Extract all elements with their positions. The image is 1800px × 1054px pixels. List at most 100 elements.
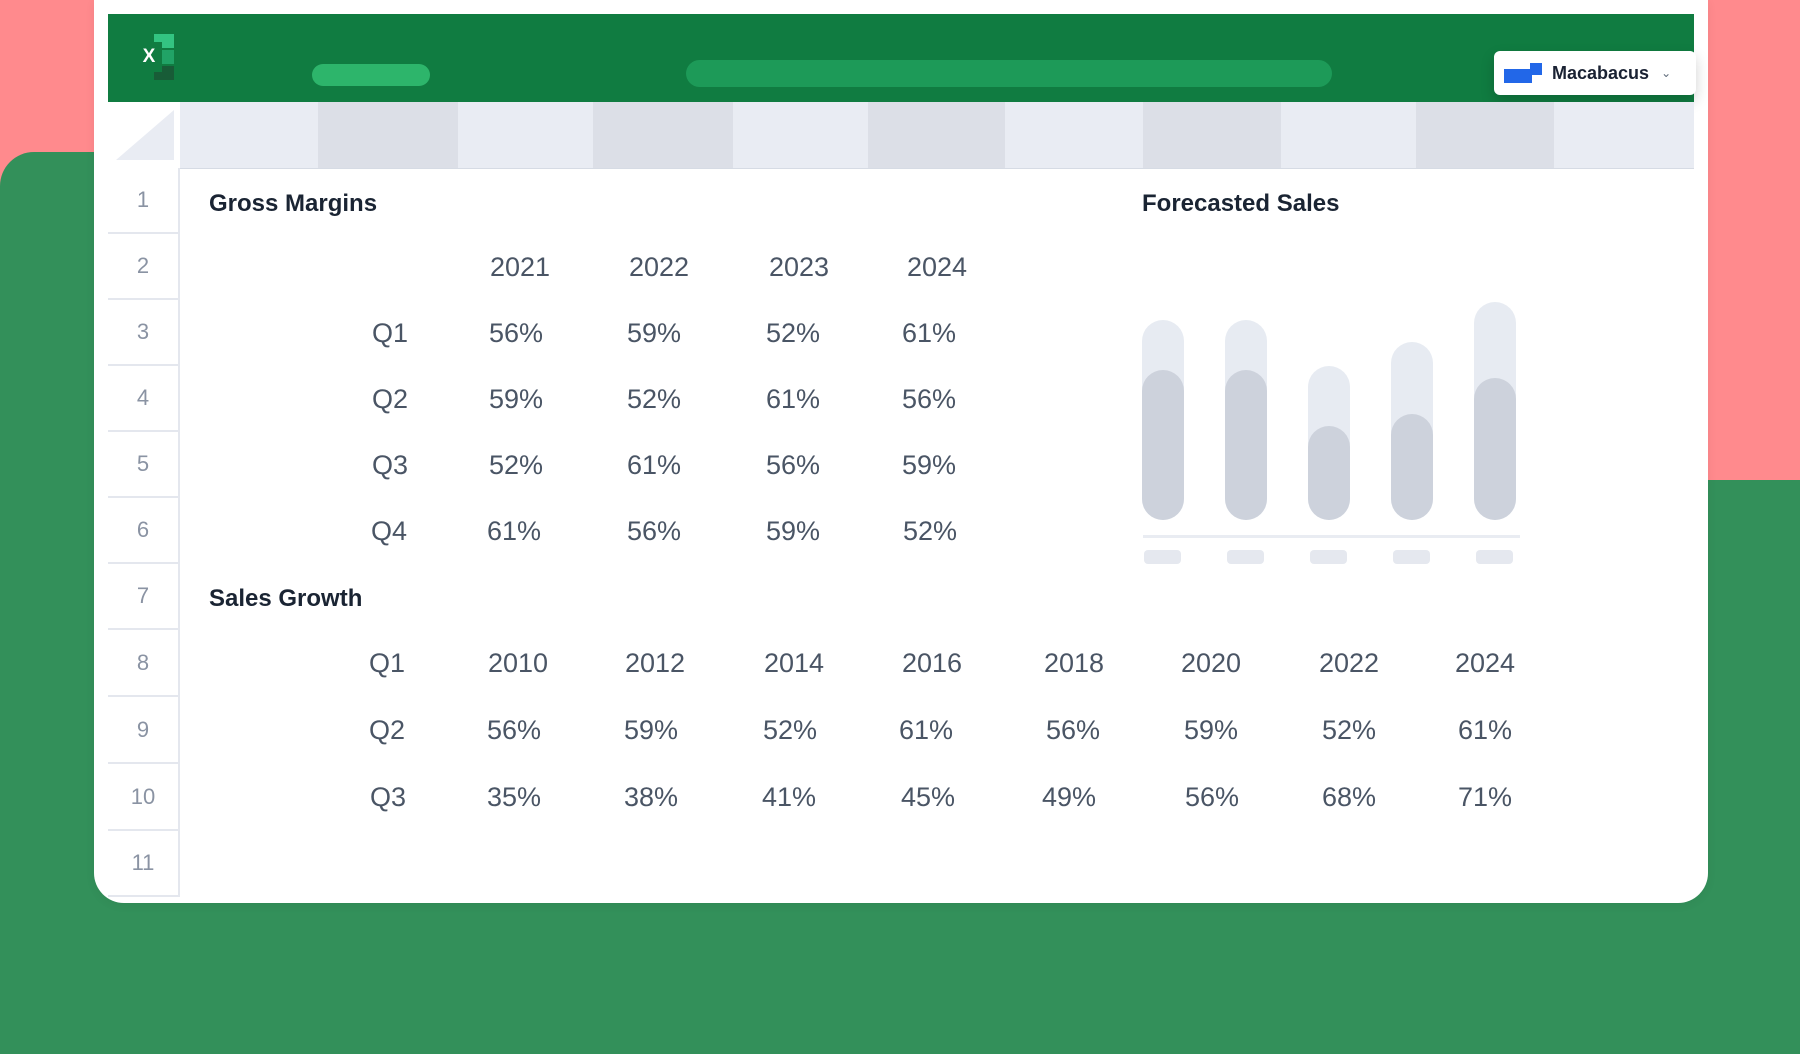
actual-bar[interactable] — [1391, 414, 1433, 520]
forecast-bar[interactable] — [1391, 342, 1433, 520]
growth-cell[interactable]: 2012 — [624, 648, 686, 678]
growth-cell[interactable]: 35% — [486, 782, 542, 812]
forecast-bar[interactable] — [1225, 320, 1267, 520]
quarter-label[interactable]: Q3 — [369, 782, 407, 812]
growth-cell[interactable]: 71% — [1457, 782, 1513, 812]
margin-cell[interactable]: 52% — [488, 450, 544, 480]
margin-cell[interactable]: 61% — [626, 450, 682, 480]
growth-cell[interactable]: 56% — [1045, 715, 1101, 745]
actual-bar[interactable] — [1225, 370, 1267, 520]
row-header[interactable]: 5 — [108, 432, 180, 498]
growth-cell[interactable]: 59% — [623, 715, 679, 745]
margin-cell[interactable]: 61% — [901, 318, 957, 348]
excel-logo-icon[interactable]: X — [136, 34, 182, 84]
row-header[interactable]: 4 — [108, 366, 180, 432]
growth-cell[interactable]: 59% — [1183, 715, 1239, 745]
margin-cell[interactable]: 61% — [765, 384, 821, 414]
row-header[interactable]: 10 — [108, 764, 180, 831]
growth-cell[interactable]: 41% — [761, 782, 817, 812]
margin-cell[interactable]: 52% — [626, 384, 682, 414]
quarter-label[interactable]: Q2 — [368, 715, 406, 745]
margin-cell[interactable]: 61% — [486, 516, 542, 546]
growth-cell[interactable]: 61% — [1457, 715, 1513, 745]
forecasted-sales-chart[interactable] — [1140, 290, 1520, 580]
chevron-down-icon: ⌄ — [1661, 66, 1672, 80]
document-title-placeholder[interactable] — [312, 64, 430, 86]
sales-growth-title: Sales Growth — [209, 585, 363, 612]
growth-cell[interactable]: 2024 — [1454, 648, 1516, 678]
growth-cell[interactable]: 38% — [623, 782, 679, 812]
column-header[interactable] — [1416, 102, 1554, 168]
margin-cell[interactable]: 52% — [902, 516, 958, 546]
growth-cell[interactable]: 2018 — [1043, 648, 1105, 678]
row-header[interactable]: 3 — [108, 300, 180, 366]
quarter-label[interactable]: Q4 — [370, 516, 408, 546]
addin-label: Macabacus — [1552, 62, 1650, 83]
title-bar: X Macabacus ⌄ RM — [108, 14, 1696, 102]
growth-cell[interactable]: 52% — [1321, 715, 1377, 745]
x-tick-label — [1393, 550, 1430, 564]
column-header[interactable] — [318, 102, 458, 168]
margin-cell[interactable]: 59% — [488, 384, 544, 414]
row-header[interactable]: 2 — [108, 234, 180, 300]
margin-cell[interactable]: 59% — [901, 450, 957, 480]
quarter-label[interactable]: Q2 — [371, 384, 409, 414]
row-header[interactable]: 9 — [108, 697, 180, 764]
year-header[interactable]: 2024 — [906, 252, 968, 282]
macabacus-addin-button[interactable]: Macabacus ⌄ — [1494, 51, 1696, 95]
growth-cell[interactable]: 61% — [898, 715, 954, 745]
growth-cell[interactable]: 2014 — [763, 648, 825, 678]
year-header[interactable]: 2021 — [489, 252, 551, 282]
column-header-row — [108, 102, 1694, 169]
forecast-bar[interactable] — [1474, 302, 1516, 520]
margin-cell[interactable]: 56% — [901, 384, 957, 414]
column-header[interactable] — [1281, 102, 1416, 168]
quarter-label[interactable]: Q1 — [368, 648, 406, 678]
column-header[interactable] — [593, 102, 733, 168]
growth-cell[interactable]: 2020 — [1180, 648, 1242, 678]
growth-cell[interactable]: 2022 — [1318, 648, 1380, 678]
year-header[interactable]: 2022 — [628, 252, 690, 282]
quarter-label[interactable]: Q3 — [371, 450, 409, 480]
column-header[interactable] — [733, 102, 868, 168]
growth-cell[interactable]: 2016 — [901, 648, 963, 678]
column-header[interactable] — [180, 102, 318, 168]
forecasted-sales-title: Forecasted Sales — [1142, 190, 1340, 217]
growth-cell[interactable]: 56% — [486, 715, 542, 745]
forecast-bar[interactable] — [1142, 320, 1184, 520]
column-header[interactable] — [1554, 102, 1694, 168]
actual-bar[interactable] — [1308, 426, 1350, 520]
year-header[interactable]: 2023 — [768, 252, 830, 282]
margin-cell[interactable]: 56% — [626, 516, 682, 546]
row-header[interactable]: 11 — [108, 831, 180, 897]
actual-bar[interactable] — [1474, 378, 1516, 520]
x-tick-label — [1144, 550, 1181, 564]
actual-bar[interactable] — [1142, 370, 1184, 520]
column-header[interactable] — [868, 102, 1005, 168]
growth-cell[interactable]: 68% — [1321, 782, 1377, 812]
gross-margins-title: Gross Margins — [209, 190, 378, 217]
chart-axis-line — [1143, 535, 1520, 538]
select-all-corner[interactable] — [108, 102, 180, 168]
margin-cell[interactable]: 59% — [765, 516, 821, 546]
growth-cell[interactable]: 49% — [1041, 782, 1097, 812]
growth-cell[interactable]: 56% — [1184, 782, 1240, 812]
quarter-label[interactable]: Q1 — [371, 318, 409, 348]
growth-cell[interactable]: 52% — [762, 715, 818, 745]
column-header[interactable] — [1143, 102, 1281, 168]
margin-cell[interactable]: 56% — [765, 450, 821, 480]
column-header[interactable] — [1005, 102, 1143, 168]
column-header[interactable] — [458, 102, 593, 168]
row-header[interactable]: 6 — [108, 498, 180, 564]
growth-cell[interactable]: 45% — [900, 782, 956, 812]
row-header[interactable]: 8 — [108, 630, 180, 697]
margin-cell[interactable]: 59% — [626, 318, 682, 348]
margin-cell[interactable]: 56% — [488, 318, 544, 348]
search-bar[interactable] — [686, 60, 1332, 87]
spreadsheet-window: X Macabacus ⌄ RM 1 2 3 4 5 6 7 8 9 10 11 — [94, 0, 1708, 903]
row-header[interactable]: 1 — [108, 168, 180, 234]
margin-cell[interactable]: 52% — [765, 318, 821, 348]
row-header[interactable]: 7 — [108, 564, 180, 630]
forecast-bar[interactable] — [1308, 366, 1350, 520]
growth-cell[interactable]: 2010 — [487, 648, 549, 678]
